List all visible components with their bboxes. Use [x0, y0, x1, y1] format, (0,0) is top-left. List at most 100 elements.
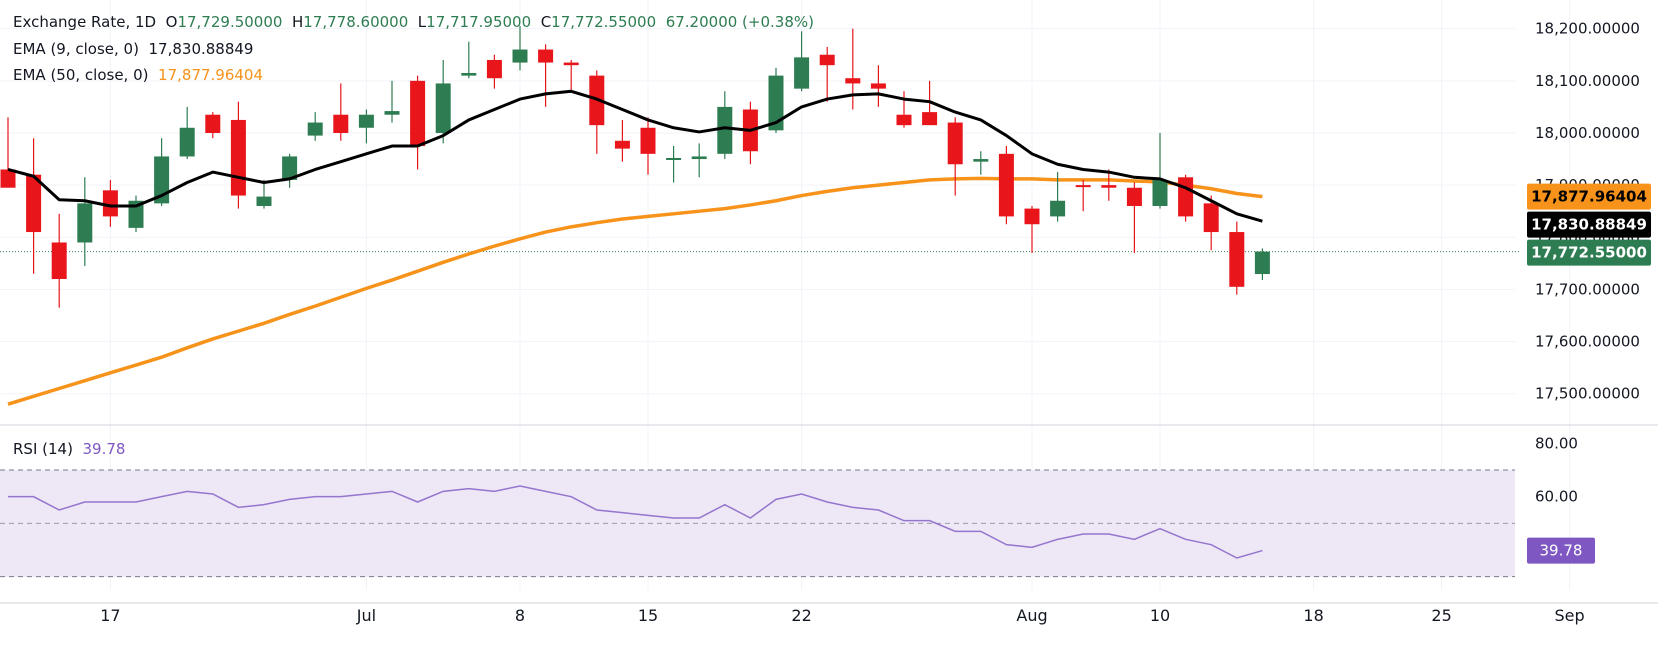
candle-body — [1254, 251, 1270, 275]
candle-body — [896, 114, 912, 126]
candle-body — [205, 114, 221, 133]
price-badge-label: 17,772.55000 — [1531, 244, 1647, 262]
price-badge-ema50 — [1527, 183, 1651, 210]
candle — [742, 101, 758, 165]
ema50-line — [7, 176, 1263, 406]
candle-body — [435, 83, 451, 133]
open-value: 17,729.50000 — [177, 13, 283, 31]
ema9-line — [7, 89, 1263, 223]
candle — [26, 138, 42, 274]
price-badges: 17,877.96404 17,830.88849 17,772.55000 39.7… — [1527, 183, 1651, 564]
candle-body — [1229, 232, 1245, 287]
candle — [1203, 195, 1219, 251]
rsi-label: RSI (14) — [13, 440, 73, 458]
candle — [640, 117, 656, 175]
candle-body — [1075, 185, 1091, 188]
candle-body — [51, 242, 67, 279]
candle-body — [845, 78, 861, 84]
ema9-legend: EMA (9, close, 0) 17,830.88849 — [13, 40, 253, 58]
ema50-legend-value: 17,877.96404 — [158, 66, 264, 84]
price-tick-label: 18,000.00000 — [1535, 124, 1640, 142]
candle-body — [1024, 208, 1040, 225]
candle — [563, 59, 579, 92]
price-tick-label: 17,700.00000 — [1535, 280, 1640, 298]
candle — [717, 91, 733, 160]
candle — [614, 119, 630, 162]
candle-body — [922, 112, 938, 126]
candle-body — [973, 159, 989, 162]
candle — [1075, 179, 1091, 212]
candle-body — [947, 122, 963, 165]
close-value: 17,772.55000 — [551, 13, 657, 31]
candle-body — [307, 122, 323, 136]
time-tick-label: 22 — [791, 606, 811, 625]
candle-body — [794, 57, 810, 89]
rsi-tick-label: 80.00 — [1535, 434, 1578, 452]
candle — [691, 143, 707, 178]
candle — [358, 109, 374, 144]
candle — [1254, 248, 1270, 281]
candle — [307, 112, 323, 141]
price-tick-label: 17,600.00000 — [1535, 333, 1640, 351]
candle-body — [154, 156, 170, 204]
candle — [0, 117, 16, 188]
candle — [486, 54, 502, 89]
candle-body — [640, 127, 656, 154]
candle-body — [1126, 187, 1142, 206]
rsi-badge-label: 39.78 — [1540, 542, 1583, 560]
candle — [1024, 205, 1040, 253]
time-tick-label: Jul — [356, 606, 376, 625]
time-tick-label: 8 — [515, 606, 525, 625]
candle — [435, 59, 451, 144]
candle — [870, 65, 886, 107]
ema50-label: EMA (50, close, 0) — [13, 66, 149, 84]
candle — [384, 80, 400, 123]
candle — [1229, 221, 1245, 295]
candle-body — [179, 127, 195, 157]
candle — [947, 117, 963, 196]
candle — [461, 41, 477, 79]
candle-body — [563, 62, 579, 66]
candle-body — [282, 156, 298, 180]
time-tick-label: 17 — [100, 606, 120, 625]
candle-body — [77, 203, 93, 243]
candle-body — [384, 111, 400, 115]
candle — [282, 153, 298, 188]
candle-body — [26, 174, 42, 233]
low-label: L — [417, 13, 427, 31]
high-label: H — [291, 13, 304, 31]
candle-body — [461, 73, 477, 76]
candle — [230, 101, 246, 209]
price-badge-ema9 — [1527, 211, 1651, 238]
candle-body — [717, 106, 733, 154]
candle-body — [128, 200, 144, 228]
candle — [845, 28, 861, 110]
time-tick-label: 10 — [1150, 606, 1170, 625]
candle — [666, 146, 682, 183]
candle — [179, 106, 195, 160]
candle — [256, 179, 272, 209]
candle — [1152, 132, 1168, 209]
candle — [205, 112, 221, 139]
rsi-badge — [1527, 537, 1595, 564]
price-badge-label: 17,877.96404 — [1531, 188, 1647, 206]
candle — [1126, 182, 1142, 253]
candle — [77, 177, 93, 266]
candle — [102, 179, 118, 227]
candle-body — [819, 54, 835, 66]
ema9-layer — [7, 89, 1263, 223]
close-label: C — [540, 13, 552, 31]
time-tick-label: 18 — [1303, 606, 1323, 625]
ema9-legend-value: 17,830.88849 — [148, 40, 254, 58]
ema50-legend: EMA (50, close, 0) 17,877.96404 — [13, 66, 263, 84]
candle-body — [1101, 185, 1117, 188]
candle-body — [410, 80, 426, 147]
time-tick-label: 25 — [1431, 606, 1451, 625]
candle-body — [1203, 203, 1219, 233]
candle — [51, 213, 67, 308]
price-tick-label: 18,200.00000 — [1535, 20, 1640, 38]
time-tick-label: 15 — [638, 606, 658, 625]
price-badge-label: 17,830.88849 — [1531, 216, 1647, 234]
